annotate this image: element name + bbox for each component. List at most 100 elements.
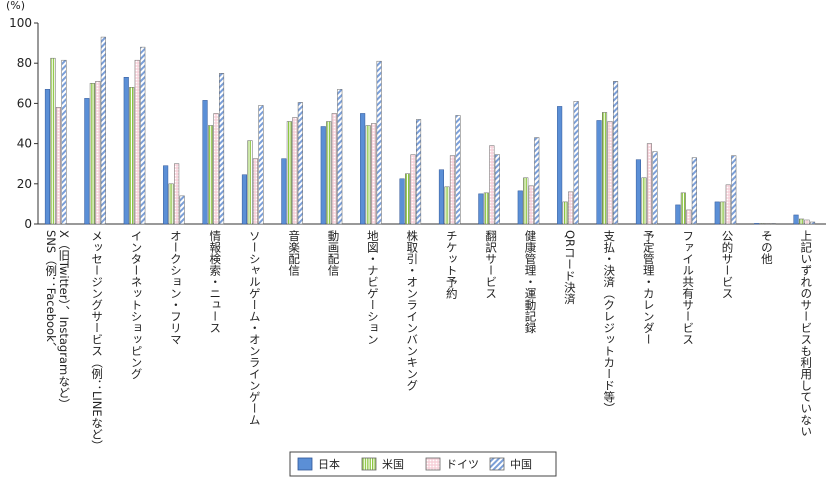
y-tick-label: 60	[17, 96, 32, 110]
bar-ドイツ-5	[252, 158, 258, 225]
bar-中国-7	[337, 89, 343, 225]
bar-米国-13	[562, 201, 568, 225]
bar-米国-9	[405, 173, 411, 225]
legend-label: 中国	[510, 458, 532, 471]
bar-日本-12	[517, 190, 523, 225]
bar-ドイツ-1	[95, 81, 101, 225]
bar-米国-15	[641, 177, 647, 225]
bar-ドイツ-10	[449, 155, 455, 225]
bar-中国-2	[140, 46, 146, 225]
legend: 日本 米国 ドイツ 中国	[289, 451, 557, 477]
category-label: オークション・フリマ	[169, 230, 183, 345]
bar-ドイツ-13	[568, 191, 574, 225]
bar-ドイツ-19	[804, 219, 810, 225]
bar-米国-5	[247, 140, 253, 225]
bar-中国-8	[376, 60, 382, 225]
bar-米国-19	[799, 218, 805, 225]
bar-ドイツ-0	[55, 107, 62, 225]
category-label: 情報検索・ニュース	[208, 230, 222, 334]
category-label: 上記いずれのサービスも利用していない	[799, 230, 813, 437]
category-label: その他	[760, 230, 774, 265]
legend-label: ドイツ	[446, 458, 479, 471]
bar-ドイツ-17	[725, 184, 731, 225]
category-label: チケット予約	[445, 230, 459, 300]
bar-米国-17	[720, 201, 726, 225]
bar-日本-15	[635, 159, 642, 225]
bar-日本-10	[438, 169, 444, 225]
bar-中国-5	[258, 105, 264, 225]
category-labels: SNS（例：Facebook、X（旧Twitter）、Instagramなど） メ…	[44, 229, 813, 451]
y-tick-label: 100	[9, 16, 32, 30]
y-axis-unit: (%)	[6, 0, 25, 12]
bar-ドイツ-2	[134, 59, 140, 225]
bar-米国-0	[50, 57, 56, 225]
legend-swatch-米国	[361, 457, 377, 471]
bar-米国-6	[286, 121, 292, 225]
bar-日本-3	[163, 165, 169, 225]
bar-米国-10	[444, 186, 450, 225]
bar-米国-8	[365, 125, 371, 225]
bar-日本-2	[123, 77, 129, 225]
bar-日本-7	[320, 126, 326, 225]
bar-中国-0	[61, 59, 67, 225]
bar-ドイツ-7	[331, 113, 337, 225]
bar-ドイツ-14	[607, 121, 613, 225]
bar-米国-12	[523, 177, 529, 225]
bar-中国-17	[731, 155, 737, 225]
category-label: 音楽配信	[287, 229, 301, 277]
bar-ドイツ-6	[292, 117, 298, 225]
legend-frame	[289, 451, 557, 477]
legend-swatch-中国	[489, 457, 505, 471]
category-label: QRコード決済	[563, 230, 577, 305]
bar-ドイツ-11	[489, 145, 495, 225]
bar-日本-13	[557, 106, 563, 225]
bar-日本-4	[202, 100, 208, 225]
bar-ドイツ-12	[528, 185, 534, 225]
category-label: 健康管理・運動記録	[524, 230, 538, 334]
bar-日本-9	[399, 178, 405, 225]
bar-米国-14	[602, 112, 608, 225]
bar-日本-18	[754, 223, 760, 225]
bar-日本-19	[793, 214, 799, 225]
category-label: 動画配信	[327, 229, 341, 277]
bar-ドイツ-3	[174, 163, 180, 225]
bar-日本-16	[675, 204, 681, 225]
bar-中国-19	[810, 221, 816, 225]
bar-日本-11	[478, 193, 484, 225]
category-label: ファイル共有サービス	[681, 230, 695, 345]
bar-中国-14	[613, 81, 619, 225]
y-tick-label: 20	[17, 177, 32, 191]
bar-ドイツ-8	[371, 123, 377, 225]
y-tick-label: 40	[17, 137, 32, 151]
y-tick-label: 0	[24, 217, 32, 231]
bar-米国-18	[759, 223, 765, 225]
bar-米国-1	[89, 83, 95, 225]
category-label: 翻訳サービス	[484, 229, 498, 299]
category-label: 支払・決済（クレジットカード等）	[602, 230, 616, 414]
bar-米国-4	[208, 125, 214, 225]
category-label: インターネットショッピング	[130, 230, 144, 380]
bar-日本-17	[714, 201, 720, 225]
bar-日本-5	[241, 174, 247, 225]
bars	[44, 36, 816, 225]
bar-中国-15	[652, 151, 658, 225]
legend-swatch-日本	[297, 457, 313, 471]
bar-米国-7	[326, 121, 332, 225]
bar-米国-16	[680, 192, 686, 225]
bar-ドイツ-16	[686, 209, 692, 225]
category-label: メッセージングサービス（例：LINEなど）	[90, 230, 104, 451]
y-tick-label: 80	[17, 56, 32, 70]
bar-中国-18	[770, 223, 776, 225]
bar-中国-4	[219, 73, 225, 225]
category-label: 予定管理・カレンダー	[642, 230, 656, 345]
category-label: 公的サービス	[721, 230, 735, 299]
bar-中国-9	[416, 119, 422, 225]
legend-label: 日本	[318, 457, 340, 471]
category-label: X（旧Twitter）、Instagramなど）	[57, 230, 71, 410]
bar-日本-8	[360, 113, 366, 225]
category-label: ソーシャルゲーム・オンラインゲーム	[248, 230, 262, 426]
category-label: 地図・ナビゲーション	[366, 230, 380, 345]
bar-米国-2	[129, 87, 135, 225]
bar-ドイツ-4	[213, 113, 219, 225]
